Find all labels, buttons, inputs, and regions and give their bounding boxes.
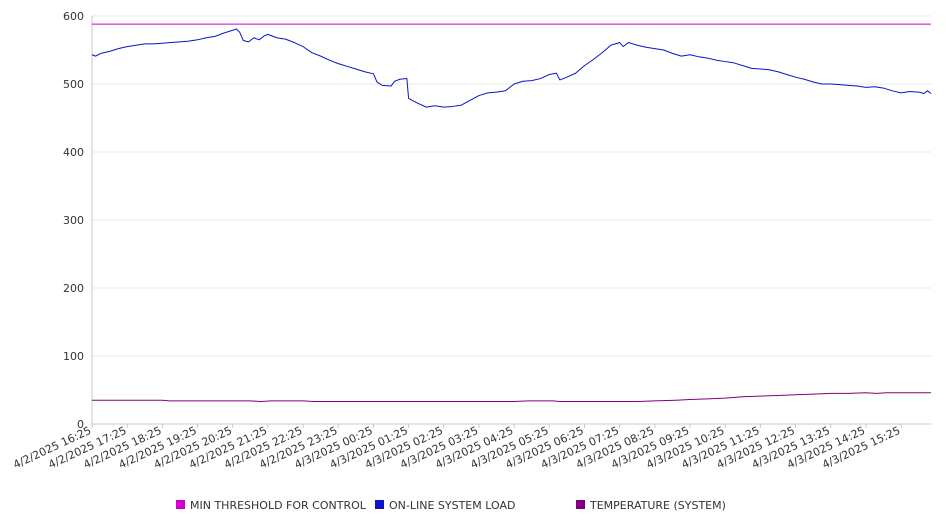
legend-swatch: [576, 500, 585, 509]
legend-label: ON-LINE SYSTEM LOAD: [389, 499, 515, 512]
x-axis-tick-labels: 4/2/2025 16:254/2/2025 17:254/2/2025 18:…: [11, 424, 902, 472]
legend-label: TEMPERATURE (SYSTEM): [589, 499, 726, 512]
legend-swatch: [176, 500, 185, 509]
series-line-1: [91, 28, 932, 108]
series-line-2: [92, 392, 931, 403]
y-tick-label: 400: [63, 146, 84, 159]
y-tick-label: 0: [77, 418, 84, 431]
legend-swatch: [375, 500, 384, 509]
y-axis-tick-labels: 0 100 200 300 400 500 600: [63, 10, 84, 431]
y-tick-label: 600: [63, 10, 84, 23]
y-tick-label: 300: [63, 214, 84, 227]
y-tick-label: 100: [63, 350, 84, 363]
y-tick-label: 200: [63, 282, 84, 295]
legend: MIN THRESHOLD FOR CONTROL ON-LINE SYSTEM …: [176, 499, 726, 512]
axes: [91, 16, 931, 428]
legend-label: MIN THRESHOLD FOR CONTROL: [190, 499, 367, 512]
y-tick-label: 500: [63, 78, 84, 91]
series-lines: [91, 23, 932, 403]
gridlines: [92, 15, 931, 357]
